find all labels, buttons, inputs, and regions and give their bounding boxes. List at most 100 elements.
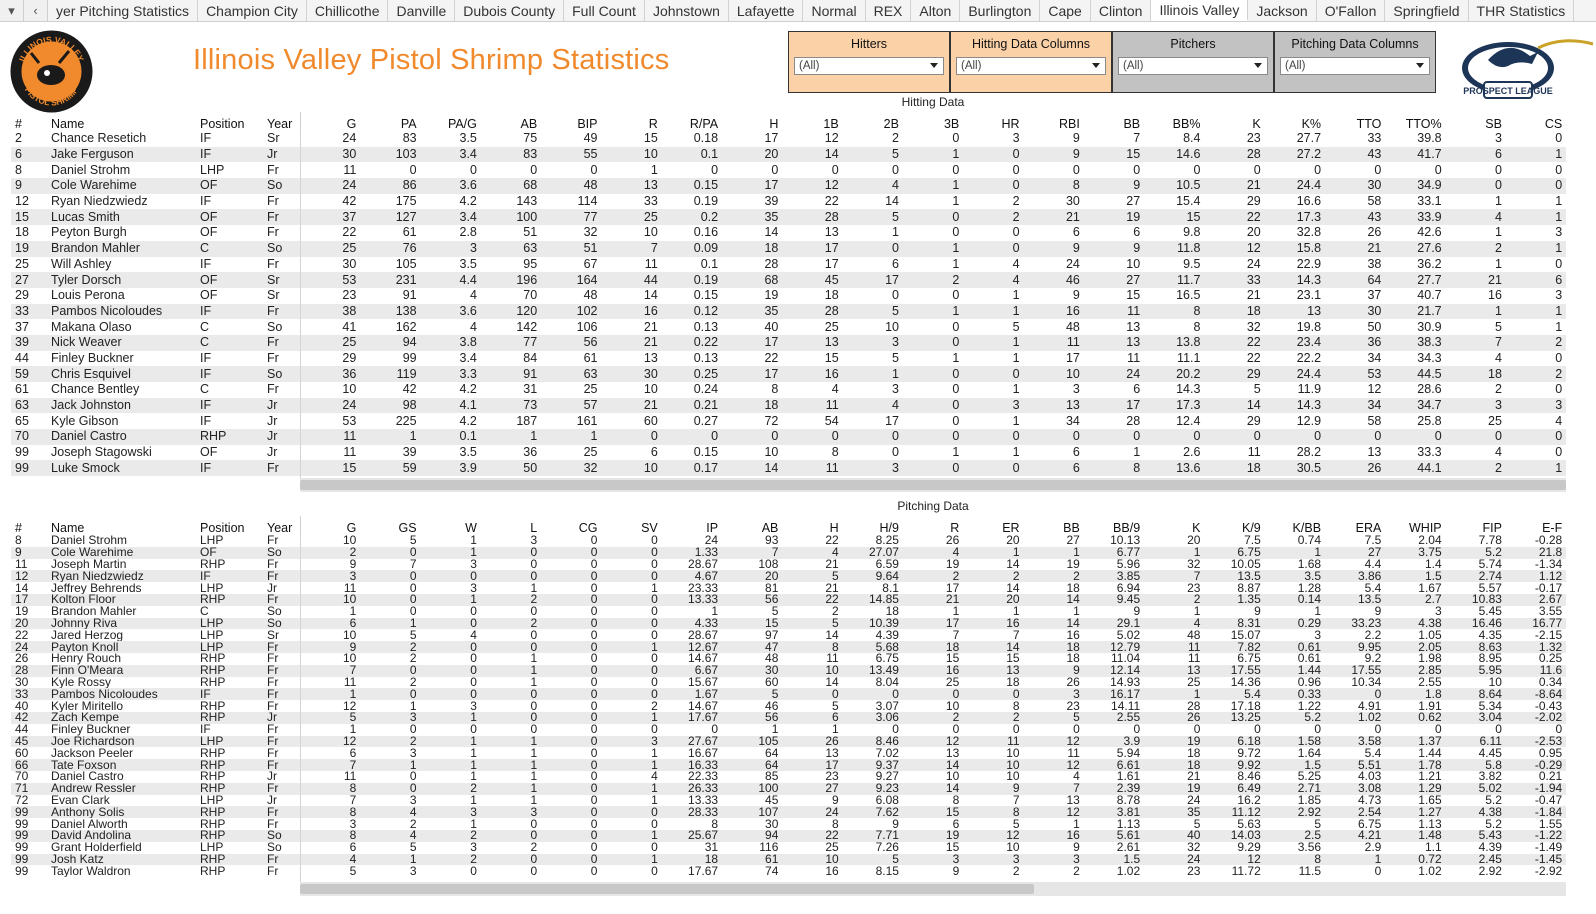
column-header[interactable]: R [648,117,658,131]
table-row[interactable]: 99 Joseph Stagowski OF Jr 11 39 3.5 36 25 6 0.15 10… [11,444,1566,461]
hitting-scroll-thumb[interactable] [300,480,1566,490]
table-row[interactable]: 8 Daniel Strohm LHP Fr 11 0 0 0 0 1 0 0 0 0 0 0 0 0 0 0 0 0 0 0… [11,162,1566,179]
table-row[interactable]: 99 Josh Katz RHP Fr 4 1 2 0 0 1 18 61 10 5 3 3 3 1.5 24 12 8… [11,853,1567,866]
table-row[interactable]: 40 Kyler Miritello RHP Fr 12 1 3 0 0 2 14.67 46 5 3.0… [11,700,1566,712]
table-row[interactable]: 33 Pambos Nicoloudes IF Fr 38 138 3.6 120 102 16 0… [11,303,1567,320]
column-header[interactable]: SB [1485,117,1502,131]
tab-clinton[interactable]: Clinton [1091,0,1152,21]
table-row[interactable]: 65 Kyle Gibson IF Jr 53 225 4.2 187 161 60 0.27 72 5… [11,413,1566,430]
hitting-columns-dropdown[interactable]: (All) [956,57,1106,75]
table-row[interactable]: 6 Jake Ferguson IF Jr 30 103 3.4 83 55 10 0.1 20 14 5… [11,146,1567,163]
tab-alton[interactable]: Alton [911,0,961,21]
column-header[interactable]: Position [200,521,245,535]
tab-johnstown[interactable]: Johnstown [645,0,729,21]
tab-cape[interactable]: Cape [1040,0,1091,21]
table-row[interactable]: 44 Finley Buckner IF Fr 1 0 0 0 0 0 0 1 1 0 0 0 0 0 0 0 0 0 0 0… [11,723,1566,736]
column-header[interactable]: PA/G [447,117,477,131]
tab-more-left-icon[interactable]: ▾ [0,0,24,21]
column-header[interactable]: K [1192,521,1201,535]
tab-full-count[interactable]: Full Count [564,0,645,21]
chevron-left-icon[interactable]: ‹ [24,0,48,21]
table-row[interactable]: 19 Brandon Mahler C So 25 76 3 63 51 7 0.09 18 17 0 1 0… [11,240,1567,257]
tab-rex[interactable]: REX [866,0,912,21]
table-row[interactable]: 37 Makana Olaso C So 41 162 4 142 106 21 0.13 40 25 1… [11,319,1566,335]
column-header[interactable]: SV [641,521,658,535]
table-row[interactable]: 15 Lucas Smith OF Fr 37 127 3.4 100 77 25 0.2 35 28 5… [11,209,1567,226]
table-row[interactable]: 39 Nick Weaver C Fr 25 94 3.8 77 56 21 0.22 17 13 3 0 1… [11,334,1567,351]
table-row[interactable]: 9 Cole Warehime OF So 2 0 1 0 0 0 1.33 7 4 27.07 4 1 1 6.… [11,546,1567,559]
column-header[interactable]: CG [578,521,598,535]
table-row[interactable]: 70 Daniel Castro RHP Jr 11 1 0.1 1 1 0 0 0 0 0 0 0 0 0 0 0 0… [11,429,1567,445]
table-row[interactable]: 70 Daniel Castro RHP Jr 11 0 1 1 0 4 22.33 85 23 9.27… [11,770,1566,783]
tab-thr-statistics[interactable]: THR Statistics [1469,0,1575,21]
column-header[interactable]: H [829,521,839,535]
table-row[interactable]: 27 Tyler Dorsch OF Sr 53 231 4.4 196 164 44 0.19 68… [11,272,1567,288]
table-row[interactable]: 26 Henry Rouch RHP Fr 10 2 0 1 0 0 14.67 48 11 6.75 15… [11,652,1566,665]
column-header[interactable]: R [950,521,960,535]
tab-springfield[interactable]: Springfield [1385,0,1469,21]
column-header[interactable]: H/9 [879,521,899,535]
column-header[interactable]: # [15,117,22,131]
table-row[interactable]: 71 Andrew Ressler RHP Fr 8 0 2 1 0 1 26.33 100 27 9.2… [11,782,1567,795]
tab-normal[interactable]: Normal [803,0,866,21]
table-row[interactable]: 12 Ryan Niedzwiedz IF Fr 42 175 4.2 143 114 33 0.1… [11,193,1566,210]
table-row[interactable]: 99 Grant Holderfield LHP So 6 5 3 2 0 0 31 116 25 7.2… [11,841,1566,854]
table-row[interactable]: 30 Kyle Rossy RHP Fr 11 2 0 1 0 0 15.67 60 14 8.04 25 1… [11,676,1566,689]
column-header[interactable]: TTO [1356,117,1382,131]
hitters-dropdown[interactable]: (All) [794,57,944,75]
table-row[interactable]: 20 Johnny Riva LHP So 6 1 0 2 0 0 4.33 15 5 10.39 17 16… [11,617,1567,630]
column-header[interactable]: 2B [883,117,899,131]
column-header[interactable]: TTO% [1405,117,1442,131]
column-header[interactable]: K/BB [1292,521,1322,535]
table-row[interactable]: 59 Chris Esquivel IF So 36 119 3.3 91 63 30 0.25 17… [11,366,1567,382]
column-header[interactable]: AB [761,521,779,535]
column-header[interactable]: 3B [943,117,960,131]
table-row[interactable]: 8 Daniel Strohm LHP Fr 10 5 1 3 0 0 24 93 22 8.25 26 20… [11,535,1566,547]
column-header[interactable]: HR [1001,117,1020,131]
column-header[interactable]: G [346,521,357,535]
column-header[interactable]: BIP [577,117,598,131]
table-row[interactable]: 18 Peyton Burgh OF Fr 22 61 2.8 51 32 10 0.16 14 13 1… [11,225,1566,241]
table-row[interactable]: 24 Payton Knoll LHP Fr 9 2 0 0 0 1 12.67 47 8 5.68 18 1… [11,641,1567,653]
table-row[interactable]: 29 Louis Perona OF Sr 23 91 4 70 48 14 0.15 19 18 0 0 1… [11,287,1566,304]
table-row[interactable]: 28 Finn O'Meara RHP Fr 7 0 0 1 0 0 6.67 30 10 13.49 16… [11,664,1567,677]
column-header[interactable]: Year [267,117,293,131]
tab-lafayette[interactable]: Lafayette [729,0,804,21]
table-row[interactable]: 17 Kolton Floor RHP Fr 10 0 1 2 0 0 13.33 56 22 14.85… [11,593,1567,606]
column-header[interactable]: Name [51,521,85,535]
column-header[interactable]: BB [1063,521,1080,535]
tab-yer-pitching-statistics[interactable]: yer Pitching Statistics [48,0,199,21]
table-row[interactable]: 99 Anthony Solis RHP Fr 8 4 3 3 0 0 28.33 107 24 7.62… [11,806,1567,819]
table-row[interactable]: 11 Joseph Martin RHP Fr 9 7 3 0 0 0 28.67 108 21 6.59… [11,558,1566,571]
column-header[interactable]: CS [1544,117,1563,131]
column-header[interactable]: RBI [1059,117,1080,131]
table-row[interactable]: 99 Luke Smock IF Fr 15 59 3.9 50 32 10 0.17 14 11 3 0 0… [11,460,1567,477]
column-header[interactable]: PA [400,117,417,131]
tab-o-fallon[interactable]: O'Fallon [1317,0,1386,21]
tab-illinois-valley[interactable]: Illinois Valley [1151,0,1249,21]
column-header[interactable]: # [15,521,22,535]
tab-champion-city[interactable]: Champion City [198,0,307,21]
tab-danville[interactable]: Danville [388,0,456,21]
column-header[interactable]: L [530,521,538,535]
table-row[interactable]: 66 Tate Foxson RHP Fr 7 1 1 1 0 1 16.33 64 17 9.37 14 1… [11,759,1567,771]
hitting-scrollbar[interactable] [300,478,1566,492]
column-header[interactable]: H [769,117,779,131]
pitching-scrollbar[interactable] [300,882,1566,896]
table-row[interactable]: 72 Evan Clark LHP Jr 7 3 1 1 0 1 13.33 45 9 6.08 8 7 13 8… [11,794,1566,807]
table-row[interactable]: 60 Jackson Peeler RHP Fr 6 3 1 1 0 1 16.67 64 13 7.02… [11,747,1566,760]
table-row[interactable]: 61 Chance Bentley C Fr 10 42 4.2 31 25 10 0.24 8 4 3 0… [11,382,1566,398]
column-header[interactable]: GS [398,521,417,535]
tab-burlington[interactable]: Burlington [960,0,1041,21]
tab-chillicothe[interactable]: Chillicothe [307,0,389,21]
column-header[interactable]: G [346,117,357,131]
table-row[interactable]: 25 Will Ashley IF Fr 30 105 3.5 95 67 11 0.1 28 17 6 1… [11,256,1566,273]
table-row[interactable]: 14 Jeffrey Behrends LHP Jr 11 0 3 1 0 1 23.33 81 21 8… [11,582,1566,594]
tab-dubois-county[interactable]: Dubois County [455,0,565,21]
table-row[interactable]: 44 Finley Buckner IF Fr 29 99 3.4 84 61 13 0.13 22 1… [11,350,1566,367]
column-header[interactable]: FIP [1482,521,1502,535]
column-header[interactable]: BB% [1172,117,1201,131]
column-header[interactable]: 1B [823,117,839,131]
table-row[interactable]: 9 Cole Warehime OF So 24 86 3.6 68 48 13 0.15 17 12 4… [11,178,1567,194]
table-row[interactable]: 2 Chance Resetich IF Sr 24 83 3.5 75 49 15 0.18 17 1… [11,131,1566,147]
